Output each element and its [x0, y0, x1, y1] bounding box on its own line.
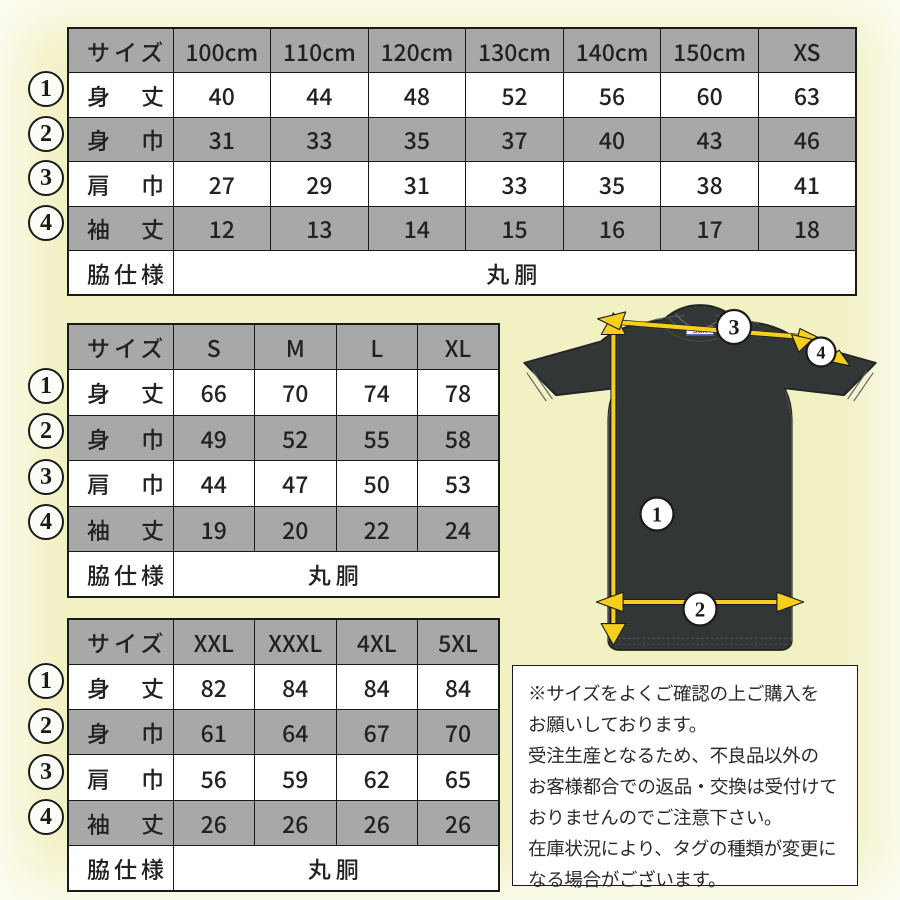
svg-text:4: 4 [817, 343, 826, 363]
svg-text:1: 1 [652, 503, 663, 527]
svg-text:2: 2 [695, 598, 706, 622]
svg-text:3: 3 [729, 315, 740, 340]
